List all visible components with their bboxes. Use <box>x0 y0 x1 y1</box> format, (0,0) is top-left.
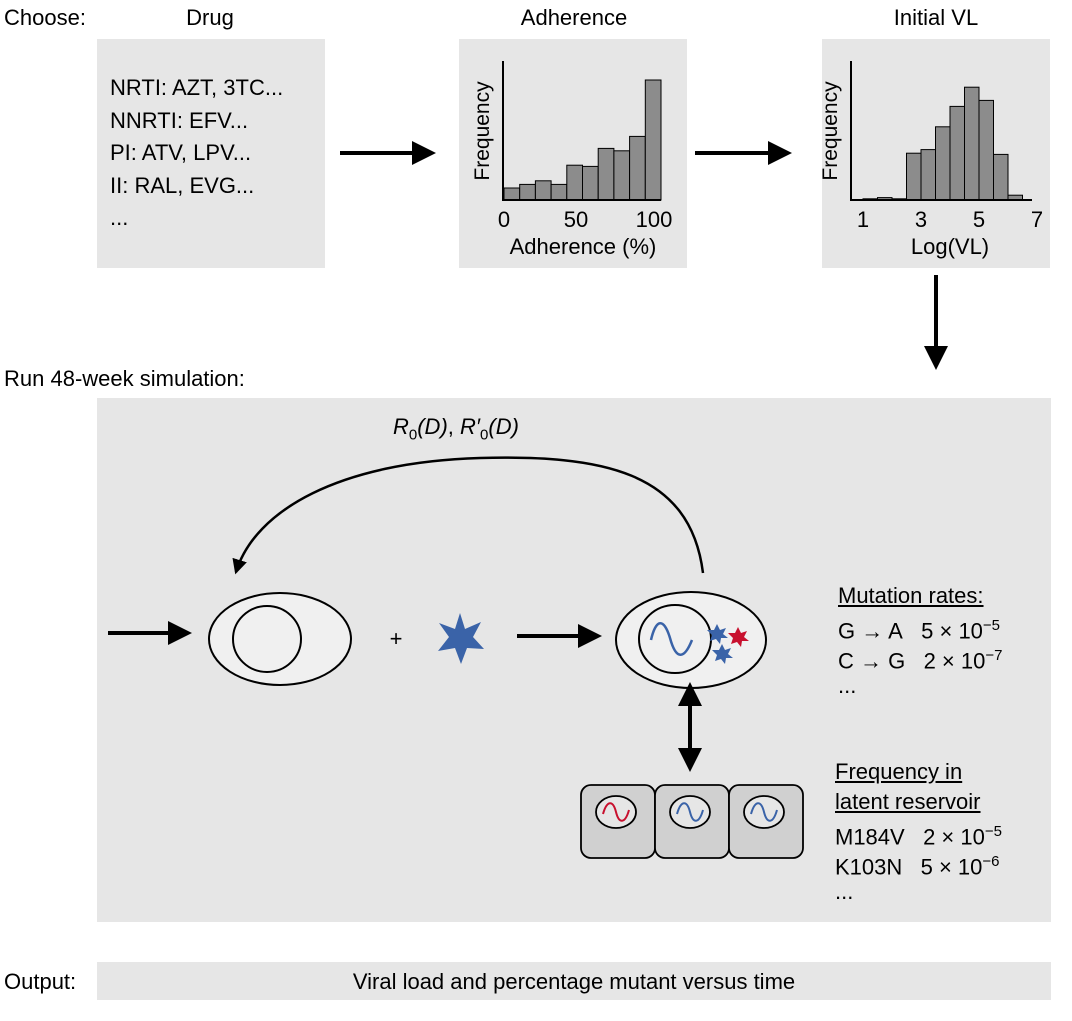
new-virion-blue-2-icon <box>712 644 733 664</box>
vl-y-label: Frequency <box>822 81 842 181</box>
viral-rna-icon <box>649 622 694 656</box>
adherence-x-label: Adherence (%) <box>510 234 657 259</box>
adherence-title: Adherence <box>520 5 628 30</box>
virion-icon <box>438 613 484 664</box>
arrows-top <box>340 141 948 370</box>
drug-class-more: ... <box>110 205 129 230</box>
new-virion-red-icon <box>728 627 749 647</box>
adherence-y-label: Frequency <box>471 81 494 181</box>
vl-x-label: Log(VL) <box>911 234 989 259</box>
drug-class-ii: II: RAL, EVG... <box>110 172 255 198</box>
drug-title: Drug <box>186 5 234 30</box>
drug-class-pi: PI: ATV, LPV... <box>110 140 252 165</box>
vl-histogram: Frequency 1 3 5 7 Log(VL) <box>822 61 1043 259</box>
r0-label: R0(D), R′0(D) <box>393 414 519 444</box>
adherence-tick-50: 50 <box>564 207 588 232</box>
reservoir-provirus-blue-2-icon <box>750 802 778 822</box>
mutation-rate-more: ... <box>838 673 857 698</box>
infected-nucleus <box>638 604 712 674</box>
vl-tick-5: 5 <box>973 207 985 232</box>
output-label: Output: <box>4 969 77 994</box>
mutation-rates-title: Mutation rates: <box>838 583 984 608</box>
output-text: Viral load and percentage mutant versus … <box>352 969 796 994</box>
adherence-histogram: Frequency 0 50 100 Adherence (%) <box>471 61 673 259</box>
new-virion-blue-icon <box>707 624 728 644</box>
drug-list: NRTI: AZT, 3TC... NNRTI: EFV... PI: ATV,… <box>110 72 283 235</box>
plus-sign: + <box>390 626 403 651</box>
adherence-tick-0: 0 <box>498 207 510 232</box>
reservoir-title-line-1: Frequency in <box>835 759 963 784</box>
drug-panel <box>97 39 325 268</box>
simulation-title: Run 48-week simulation: <box>4 366 245 391</box>
mutation-rate-row: C → G 2 × 10−7 <box>838 647 1003 674</box>
mutation-rate-row: G → A 5 × 10−5 <box>838 617 1001 644</box>
drug-class-nrti: NRTI: AZT, 3TC... <box>110 75 284 100</box>
output-bar <box>97 962 1051 1000</box>
reservoir-more: ... <box>835 879 854 904</box>
vl-tick-3: 3 <box>915 207 927 232</box>
choose-label: Choose: <box>4 5 86 30</box>
feedback-arrow <box>232 456 705 575</box>
reservoir-provirus-red-icon <box>602 802 630 822</box>
reservoir-provirus-blue-icon <box>676 802 704 822</box>
reservoir-row: K103N 5 × 10−6 <box>835 853 1000 880</box>
initial-vl-title: Initial VL <box>893 5 979 30</box>
reservoir-title-line-2: latent reservoir <box>835 789 981 814</box>
vl-tick-1: 1 <box>857 207 869 232</box>
uninfected-nucleus <box>232 605 302 673</box>
vl-tick-7: 7 <box>1031 207 1043 232</box>
reservoir-row: M184V 2 × 10−5 <box>835 823 1002 850</box>
drug-class-nnrti: NNRTI: EFV... <box>110 107 249 133</box>
adherence-tick-100: 100 <box>636 207 673 232</box>
